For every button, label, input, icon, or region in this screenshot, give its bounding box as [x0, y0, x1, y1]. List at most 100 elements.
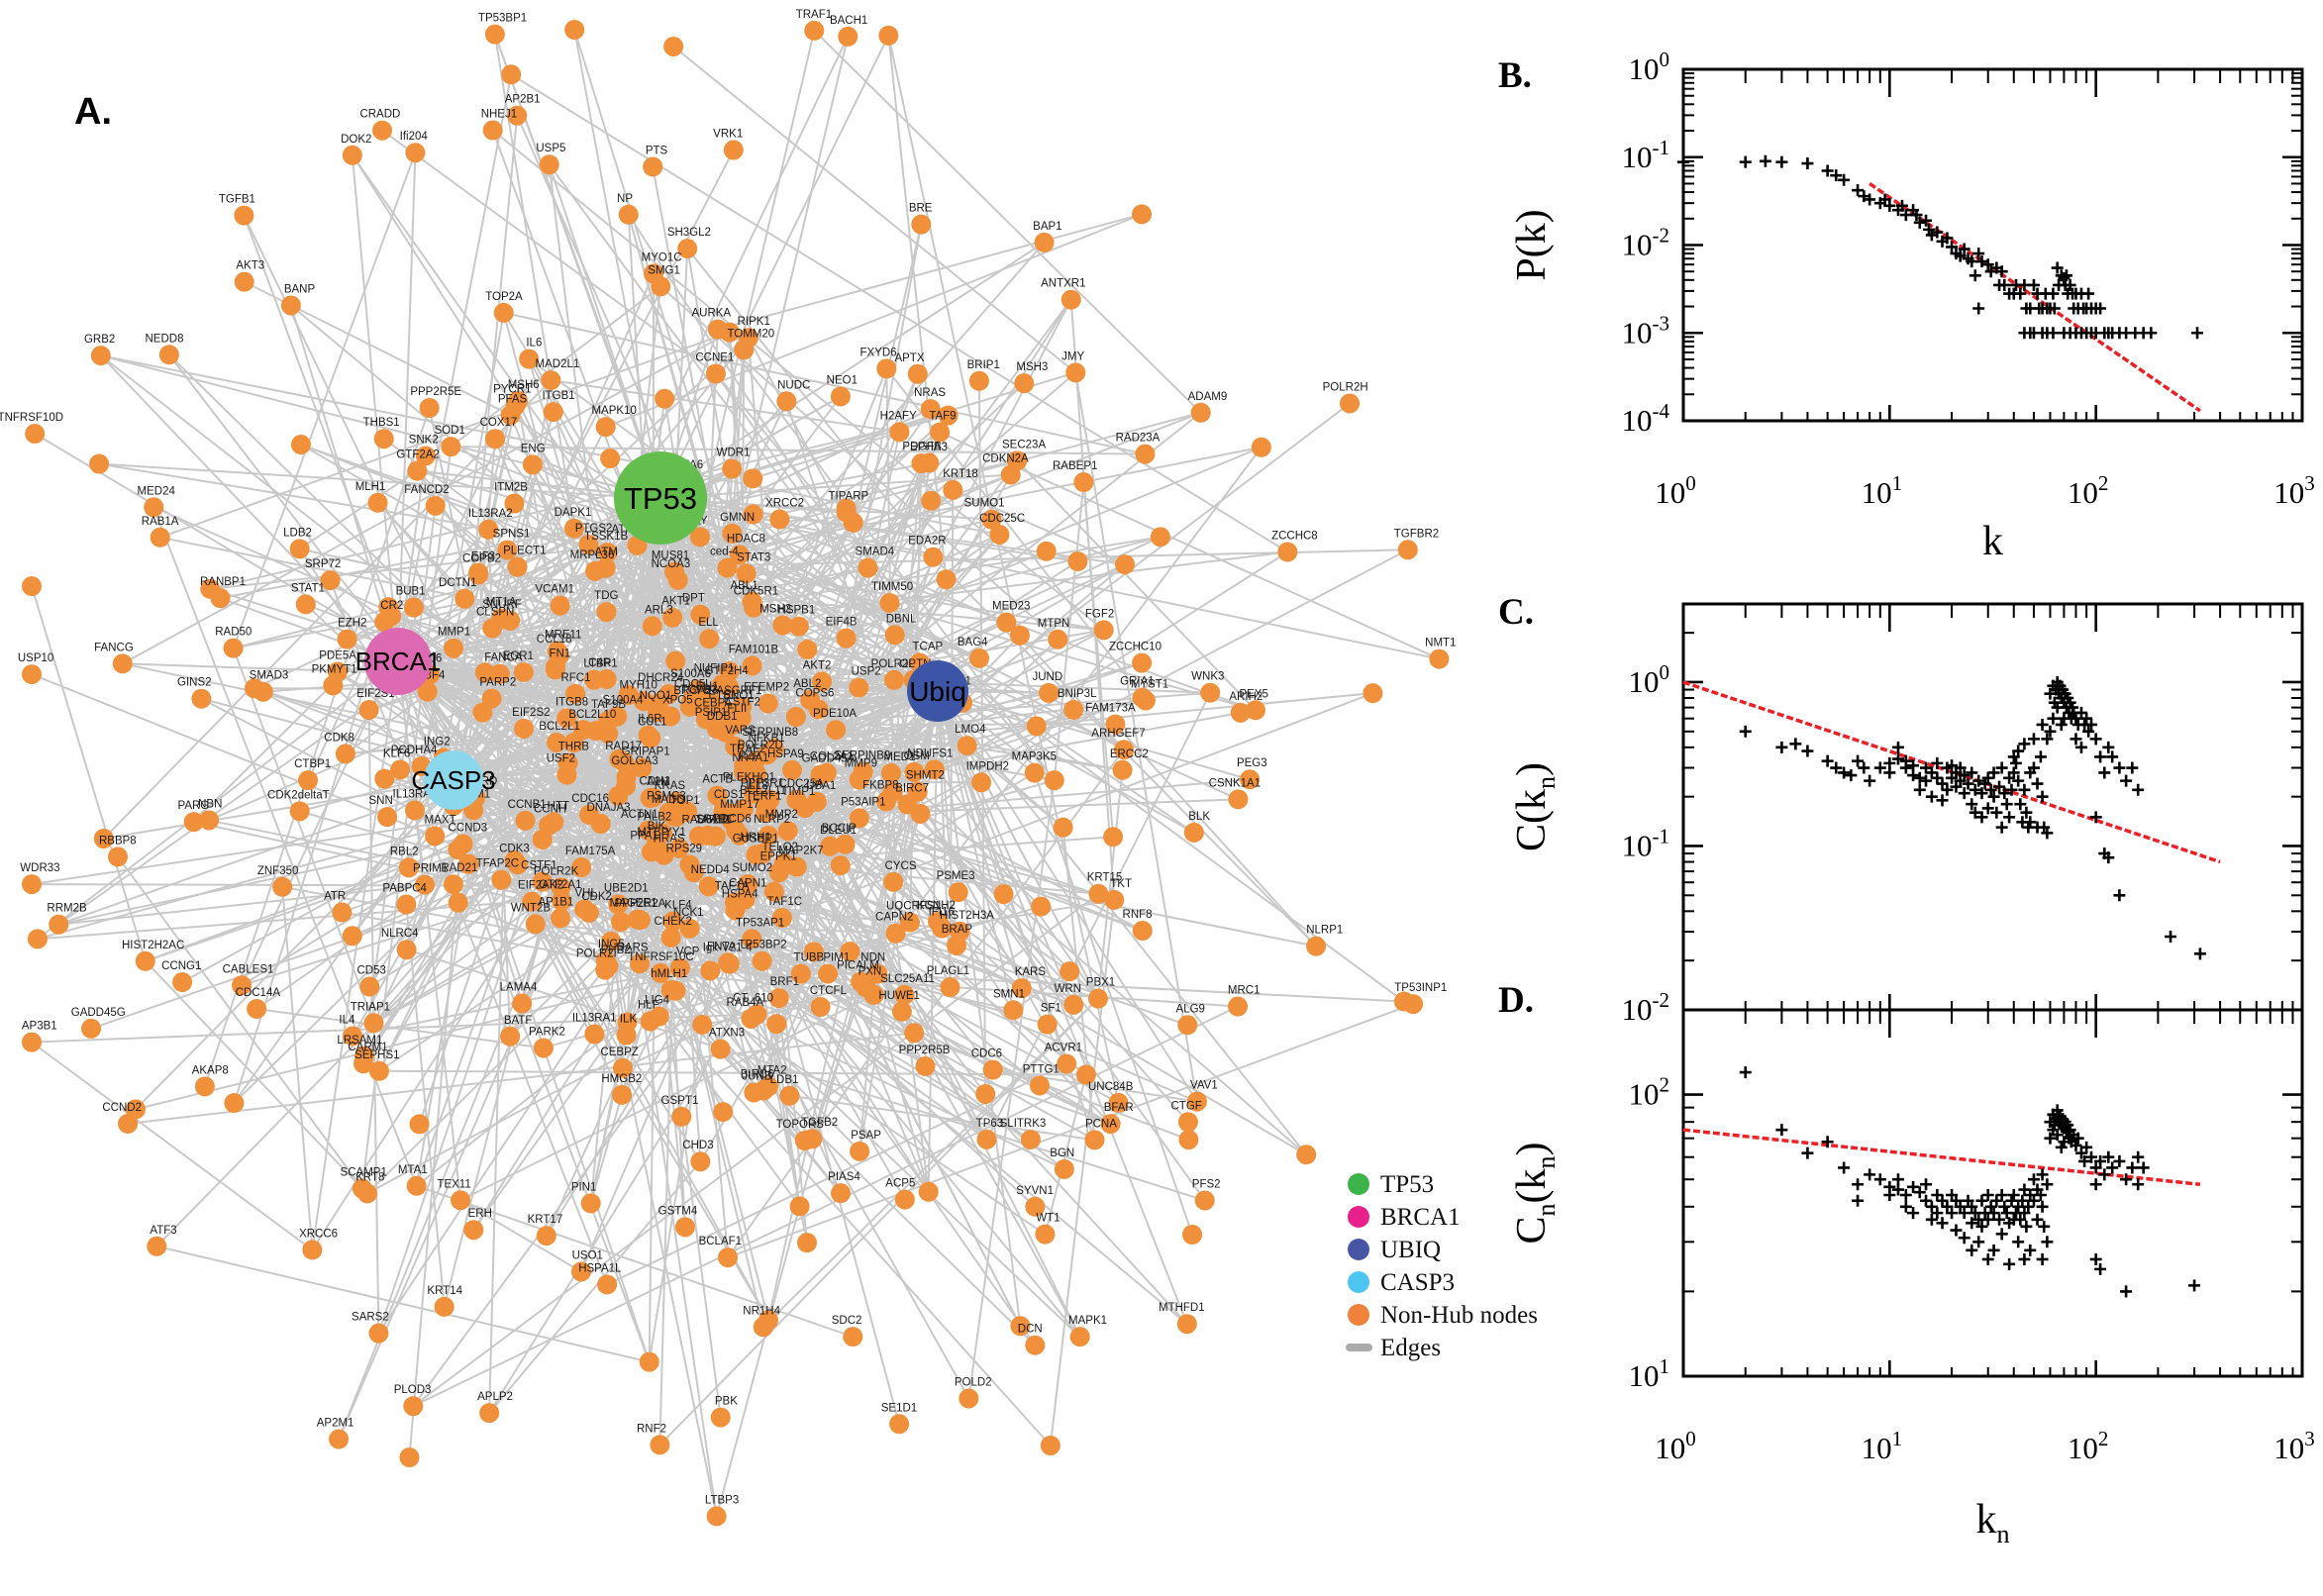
network-node [403, 1396, 424, 1417]
gene-label: BNIP3L [1058, 688, 1097, 700]
network-edge [659, 972, 1046, 1236]
data-point [1962, 777, 1974, 790]
data-point [1801, 1147, 1814, 1159]
network-edge [607, 414, 950, 735]
data-point [2018, 1207, 2031, 1220]
gene-label: ANTXR1 [1041, 278, 1085, 290]
network-node [443, 874, 463, 895]
network-node [1178, 1130, 1199, 1150]
gene-label: SNK2 [409, 434, 439, 446]
gene-label: APLP2 [477, 1391, 513, 1403]
gene-label: PICALM [837, 960, 879, 972]
network-node [849, 769, 869, 790]
gene-label: CARM1 [348, 1042, 387, 1053]
gene-label: TOPORS [776, 1119, 825, 1131]
gene-label: KARS [1015, 966, 1047, 978]
network-node [758, 745, 778, 765]
data-point [2106, 750, 2119, 763]
gene-label: EZH2 [338, 618, 366, 630]
network-node [894, 1189, 915, 1210]
gene-label: TIMP1 [781, 786, 815, 798]
network-node [1100, 1114, 1121, 1135]
data-point [1925, 1200, 1938, 1213]
legend-label: TP53 [1380, 1171, 1434, 1198]
data-point [2041, 1236, 2054, 1248]
network-edge [734, 813, 901, 1425]
gene-label: KRT15 [1087, 872, 1123, 884]
data-point [2024, 816, 2037, 829]
network-edge [766, 835, 808, 1244]
gene-label: CAPN1 [729, 877, 766, 889]
network-node [634, 691, 655, 712]
network-edge [397, 152, 417, 662]
data-point [1936, 1194, 1949, 1207]
data-point [1845, 769, 1858, 782]
network-edge [122, 331, 731, 665]
data-point [1975, 811, 1988, 824]
network-node [280, 295, 301, 316]
gene-labels: MLH1 RAD50 MRE11 MSH2 ATM YY1 RFC1 EGR1 XRCC2 FAN… [0, 9, 1456, 1507]
hub-node-casp3 [424, 750, 483, 810]
network-node [482, 618, 503, 639]
network-node [525, 914, 546, 935]
gene-label: MAP2K7 [778, 846, 823, 857]
gene-label: FNTA [707, 941, 737, 952]
data-point [2085, 1150, 2098, 1163]
network-node [22, 1032, 42, 1052]
network-node [377, 807, 398, 828]
network-node [618, 204, 639, 225]
data-point [1910, 209, 1923, 222]
network-edge [858, 690, 939, 1152]
network-node [790, 963, 811, 984]
data-point [2047, 327, 2060, 340]
gene-label: KLF6 [383, 748, 411, 759]
network-node [717, 557, 738, 578]
hub-node-ubiq [907, 660, 968, 722]
gene-label: SNN [368, 795, 392, 807]
gene-label: VARS [725, 725, 756, 737]
gene-label: LDB1 [770, 1074, 799, 1086]
gene-label: GADD45G [71, 1007, 126, 1019]
data-point [1907, 1207, 1920, 1220]
gene-label: APTX [894, 352, 924, 364]
network-node [910, 803, 931, 824]
network-node [630, 953, 651, 974]
data-point [2113, 1154, 2126, 1167]
network-node [1132, 687, 1153, 708]
gene-label: CYCS [885, 860, 917, 872]
gene-label: NUDC [777, 379, 810, 391]
data-point [1946, 759, 1959, 772]
network-node [1073, 472, 1094, 493]
network-node [776, 391, 797, 412]
gene-label: PABPC4 [382, 883, 427, 895]
y-tick-label: 10-1 [1622, 136, 1670, 174]
network-node [223, 638, 244, 658]
gene-label: TDG [594, 590, 618, 602]
network-edge [516, 150, 735, 568]
gene-label: IMPDH2 [966, 760, 1009, 772]
data-point [1995, 1228, 2008, 1241]
network-node [643, 787, 663, 808]
gene-label: TP53BP1 [478, 13, 527, 25]
network-node [982, 1059, 1003, 1080]
gene-label: LMO4 [955, 724, 986, 736]
data-point [2051, 261, 2064, 274]
network-node [880, 762, 901, 783]
gene-label: VAV1 [1190, 1080, 1218, 1092]
network-node [851, 971, 871, 992]
network-node [779, 1085, 800, 1106]
network-node [638, 820, 658, 841]
y-axis-label: Cn(kn) [1509, 1142, 1561, 1244]
network-edge [117, 855, 363, 1190]
gene-label: PIAS4 [828, 1171, 860, 1183]
network-node [810, 996, 831, 1017]
data-point [2005, 783, 2018, 796]
gene-label: GTF2H4 [705, 665, 750, 677]
gene-label: TFAP2C [476, 858, 519, 870]
gene-label: TGFB3 [681, 684, 718, 696]
data-point [2098, 1168, 2111, 1181]
network-node [491, 869, 512, 890]
network-node [90, 346, 111, 366]
network-edge [551, 379, 900, 434]
network-node [713, 1102, 734, 1123]
